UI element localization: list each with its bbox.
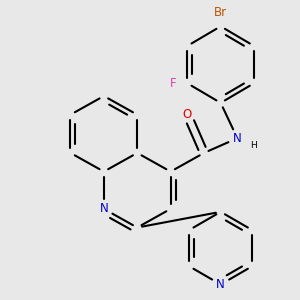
Text: F: F (170, 77, 177, 90)
Text: N: N (216, 278, 225, 291)
Text: N: N (233, 132, 242, 145)
Text: O: O (183, 108, 192, 121)
Text: Br: Br (214, 6, 227, 19)
Text: N: N (100, 202, 108, 215)
Text: H: H (250, 141, 257, 150)
